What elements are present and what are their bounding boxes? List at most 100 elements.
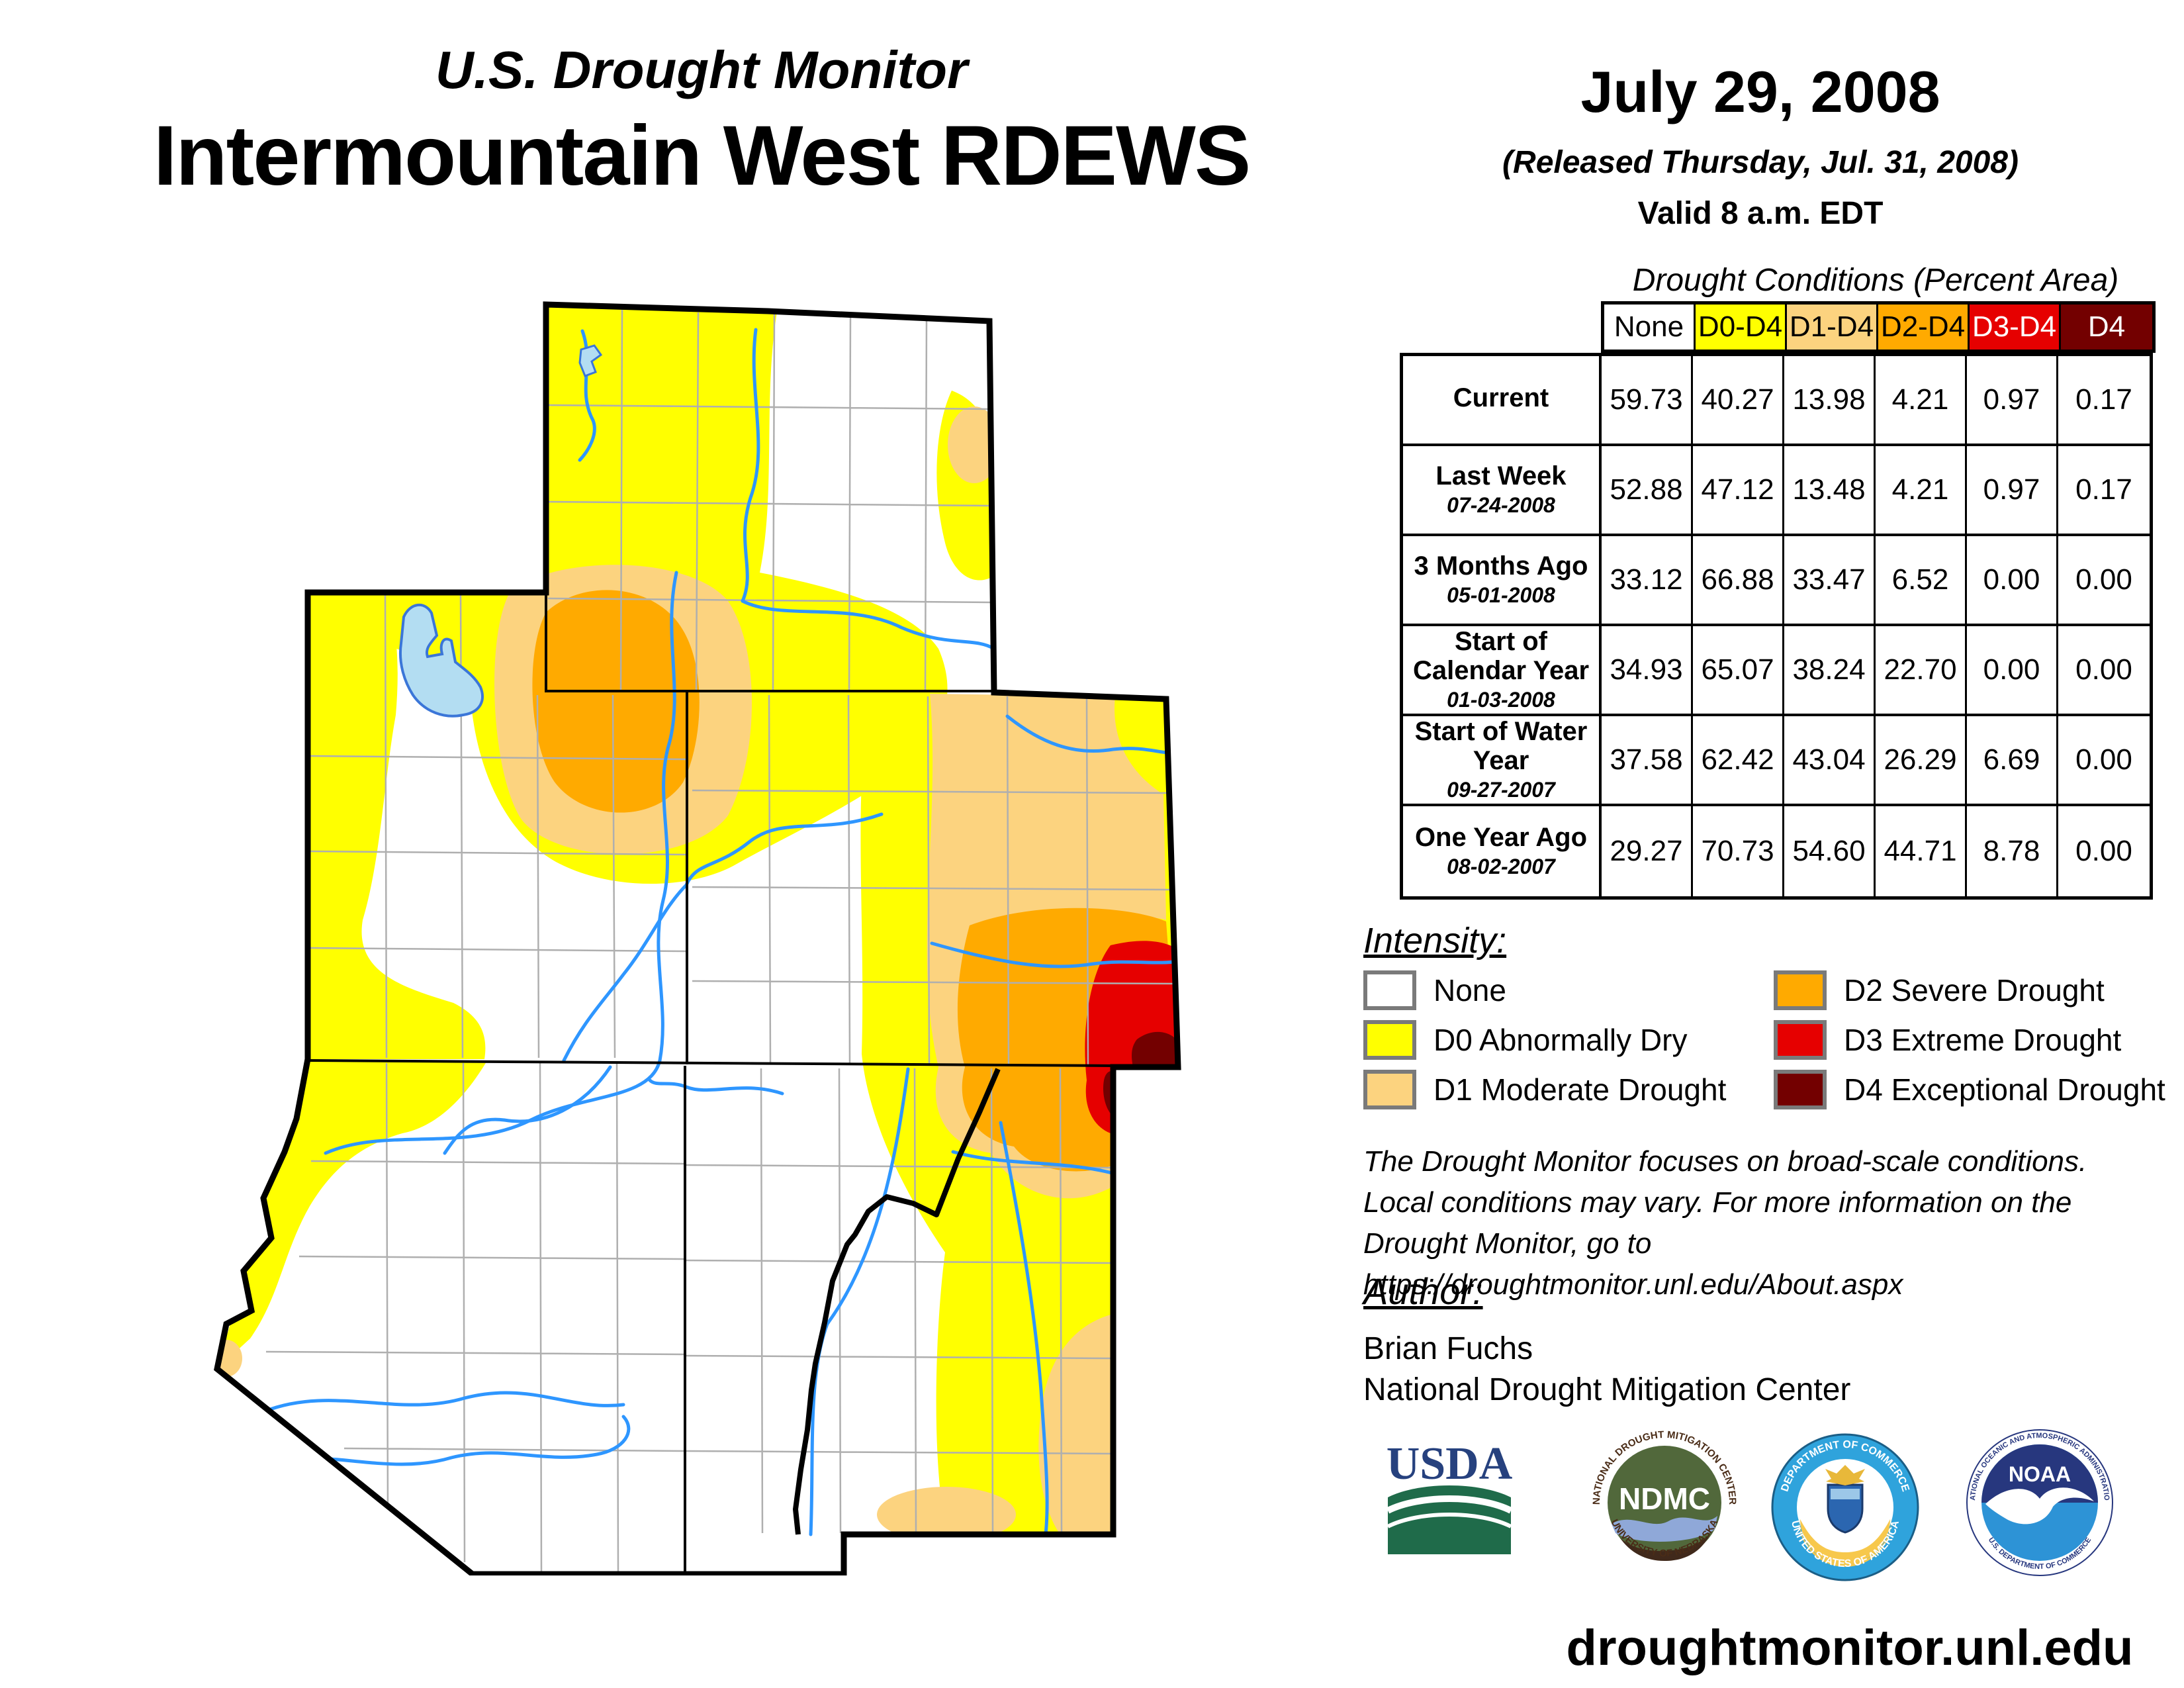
north-platte-river <box>741 328 996 651</box>
table-caption: Drought Conditions (Percent Area) <box>1632 263 2119 298</box>
disclaimer: The Drought Monitor focuses on broad-sca… <box>1363 1141 2171 1305</box>
report-title-large: Intermountain West RDEWS <box>153 109 1251 203</box>
row-label: Last Week 07-24-2008 <box>1403 446 1602 534</box>
d4-swatch-icon <box>1774 1070 1827 1109</box>
drought-map <box>214 301 1181 1575</box>
header-cell-d2d4: D2-D4 <box>1878 305 1970 350</box>
cell-value: 34.93 <box>1602 626 1693 714</box>
cell-value: 59.73 <box>1602 356 1693 444</box>
rio-grande-river <box>809 1067 910 1536</box>
table-row: One Year Ago 08-02-2007 29.27 70.73 54.60… <box>1403 806 2150 896</box>
footer-url: droughtmonitor.unl.edu <box>1566 1620 2134 1676</box>
disclaimer-line: Drought Monitor, go to https://droughtmo… <box>1363 1227 1903 1301</box>
table-row: Start of Water Year 09-27-2007 37.58 62.4… <box>1403 716 2150 806</box>
table-row: Current 59.73 40.27 13.98 4.21 0.97 0.17 <box>1403 356 2150 446</box>
map-date: July 29, 2008 <box>1580 59 1940 124</box>
table-row: Last Week 07-24-2008 52.88 47.12 13.48 4.… <box>1403 446 2150 536</box>
cell-value: 29.27 <box>1602 806 1693 896</box>
cell-value: 54.60 <box>1784 806 1876 896</box>
cell-value: 65.07 <box>1693 626 1784 714</box>
green-river <box>324 571 678 1155</box>
cell-value: 0.00 <box>2075 653 2132 686</box>
report-title-small: U.S. Drought Monitor <box>435 40 968 99</box>
region-boundary <box>214 301 1181 1575</box>
usda-wordmark: USDA <box>1387 1438 1513 1489</box>
pecos-river <box>999 1121 1049 1536</box>
cell-value: 22.70 <box>1876 626 1967 714</box>
author-name: Brian Fuchs <box>1363 1331 1533 1366</box>
salt-river <box>251 1415 631 1466</box>
noaa-gull <box>1985 1487 2094 1524</box>
row-label: One Year Ago 08-02-2007 <box>1403 806 1602 896</box>
cell-value: 40.27 <box>1693 356 1784 444</box>
legend-item-d2: D2 Severe Drought <box>1774 970 2105 1010</box>
legend-item-d4: D4 Exceptional Drought <box>1774 1070 2165 1109</box>
legend-item-d3: D3 Extreme Drought <box>1774 1020 2121 1060</box>
little-colorado-river <box>443 1065 612 1155</box>
legend-item-d1: D1 Moderate Drought <box>1363 1070 1726 1109</box>
state-borders <box>307 592 1114 1573</box>
row-label: Start of Calendar Year 01-03-2008 <box>1403 626 1602 714</box>
disclaimer-line: The Drought Monitor focuses on broad-sca… <box>1363 1145 2087 1178</box>
date-block: July 29, 2008 (Released Thursday, Jul. 3… <box>1430 58 2091 232</box>
legend-item-d0: D0 Abnormally Dry <box>1363 1020 1687 1060</box>
cell-value: 13.48 <box>1784 446 1876 534</box>
cell-value: 47.12 <box>1693 446 1784 534</box>
usda-swoosh <box>1386 1495 1513 1514</box>
cell-value: 0.17 <box>2075 473 2132 506</box>
none-swatch-icon <box>1363 970 1416 1010</box>
doc-sun-half <box>1800 1519 1890 1564</box>
cell-value: 62.42 <box>1693 716 1784 804</box>
table-row: 3 Months Ago 05-01-2008 33.12 66.88 33.47… <box>1403 536 2150 626</box>
ndmc-logo-icon: NDMC NATIONAL DROUGHT MITIGATION CENTER … <box>1585 1423 1744 1585</box>
cell-value: 6.52 <box>1876 536 1967 624</box>
d1-swatch-icon <box>1363 1070 1416 1109</box>
canadian-river <box>951 1150 1114 1175</box>
intensity-legend: Intensity: None D0 Abnormally Dry D1 Mod… <box>1363 920 2184 1139</box>
table-row: Start of Calendar Year 01-03-2008 34.93 6… <box>1403 626 2150 716</box>
noaa-logo-icon: NOAA NATIONAL OCEANIC AND ATMOSPHERIC AD… <box>1958 1417 2119 1585</box>
d3-swatch-icon <box>1774 1020 1827 1060</box>
cell-value: 43.04 <box>1784 716 1876 804</box>
cell-value: 52.88 <box>1602 446 1693 534</box>
cell-value: 0.00 <box>2075 743 2132 776</box>
usda-logo-icon: USDA <box>1380 1436 1519 1572</box>
rdews-boundary-newmexico <box>793 1068 1001 1535</box>
cell-value: 0.17 <box>2075 383 2132 416</box>
rivers <box>251 328 1178 1536</box>
cell-value: 38.24 <box>1784 626 1876 714</box>
great-salt-lake <box>398 603 484 718</box>
intensity-heading: Intensity: <box>1363 921 1507 961</box>
table-header-row: None D0-D4 D1-D4 D2-D4 D3-D4 D4 <box>1601 301 2156 353</box>
header-cell-d1d4: D1-D4 <box>1787 305 1878 350</box>
row-label: Start of Water Year 09-27-2007 <box>1403 716 1602 804</box>
cell-value: 66.88 <box>1693 536 1784 624</box>
release-date: (Released Thursday, Jul. 31, 2008) <box>1502 145 2019 180</box>
cell-value: 6.69 <box>1967 716 2058 804</box>
cell-value: 13.98 <box>1784 356 1876 444</box>
row-label: 3 Months Ago 05-01-2008 <box>1403 536 1602 624</box>
cell-value: 33.12 <box>1602 536 1693 624</box>
usda-swoosh-2 <box>1387 1513 1512 1528</box>
d2-swatch-icon <box>1774 970 1827 1010</box>
cell-value: 0.00 <box>2075 563 2132 596</box>
header-cell-d0d4: D0-D4 <box>1696 305 1787 350</box>
ndmc-acronym: NDMC <box>1619 1481 1710 1516</box>
author-organization: National Drought Mitigation Center <box>1363 1372 1851 1407</box>
san-juan-river <box>648 1078 784 1096</box>
doc-ship-field <box>1831 1489 1860 1499</box>
cell-value: 70.73 <box>1693 806 1784 896</box>
cell-value: 0.97 <box>1967 446 2058 534</box>
cell-value: 37.58 <box>1602 716 1693 804</box>
cell-value: 26.29 <box>1876 716 1967 804</box>
header-cell-d3d4: D3-D4 <box>1970 305 2061 350</box>
disclaimer-line: Local conditions may vary. For more info… <box>1363 1186 2072 1219</box>
cell-value: 8.78 <box>1967 806 2058 896</box>
author-heading: Author: <box>1363 1270 1483 1312</box>
cell-value: 0.00 <box>2075 835 2132 867</box>
cell-value: 0.00 <box>1967 626 2058 714</box>
d0-swatch-icon <box>1363 1020 1416 1060</box>
cell-value: 4.21 <box>1876 446 1967 534</box>
wyoming-lake <box>578 344 603 377</box>
